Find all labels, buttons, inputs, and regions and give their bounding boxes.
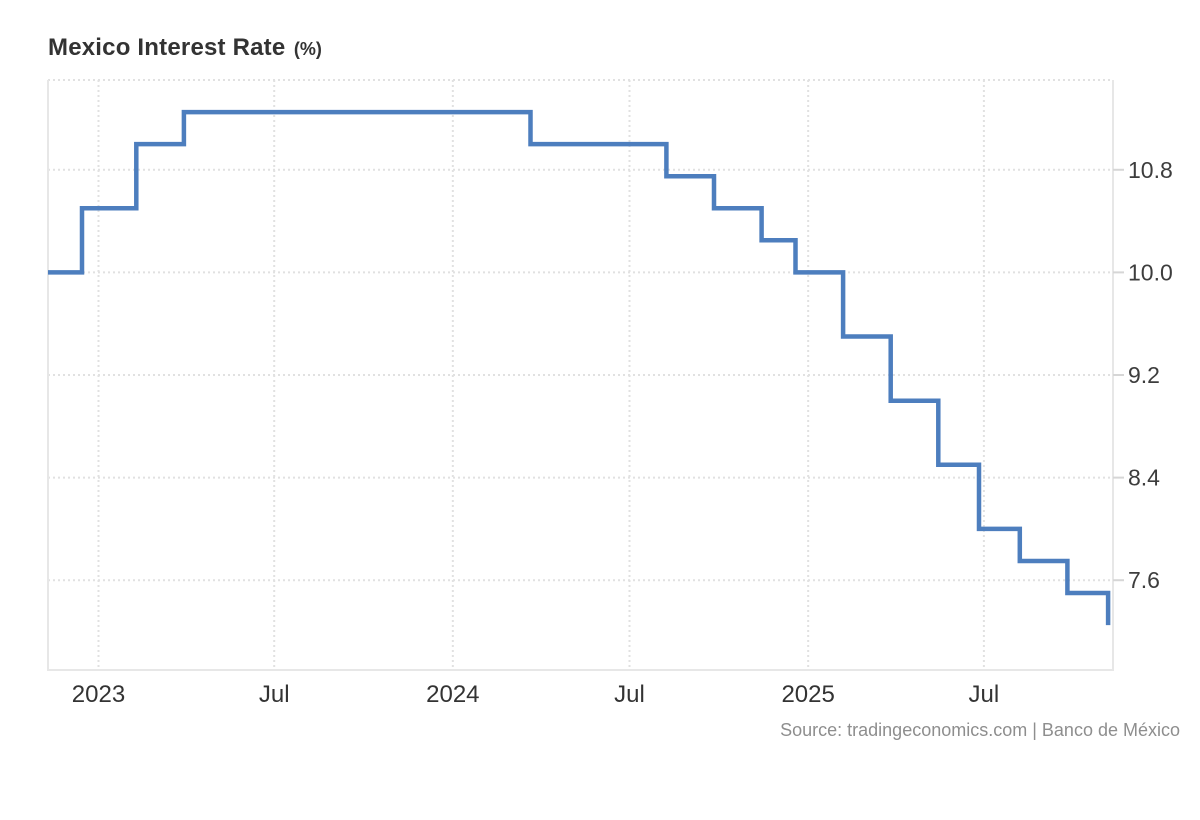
y-tick-label: 10.0 (1128, 259, 1173, 285)
x-tick-label: Jul (969, 681, 1000, 708)
x-tick-label: 2025 (781, 681, 834, 708)
chart-title-unit: (%) (293, 39, 322, 59)
x-tick-label: Jul (614, 681, 645, 708)
x-tick-label: Jul (259, 681, 290, 708)
chart-header: Mexico Interest Rate (%) (48, 34, 322, 62)
y-tick-label: 8.4 (1128, 465, 1160, 491)
y-tick-label: 9.2 (1128, 362, 1160, 388)
x-tick-label: 2024 (426, 681, 479, 708)
interest-rate-line (48, 109, 1111, 626)
chart-title: Mexico Interest Rate (48, 34, 286, 61)
x-tick-label: 2023 (72, 681, 125, 708)
y-tick-label: 10.8 (1128, 157, 1173, 183)
y-tick-label: 7.6 (1128, 567, 1160, 593)
source-credit: Source: tradingeconomics.com | Banco de … (780, 720, 1180, 740)
